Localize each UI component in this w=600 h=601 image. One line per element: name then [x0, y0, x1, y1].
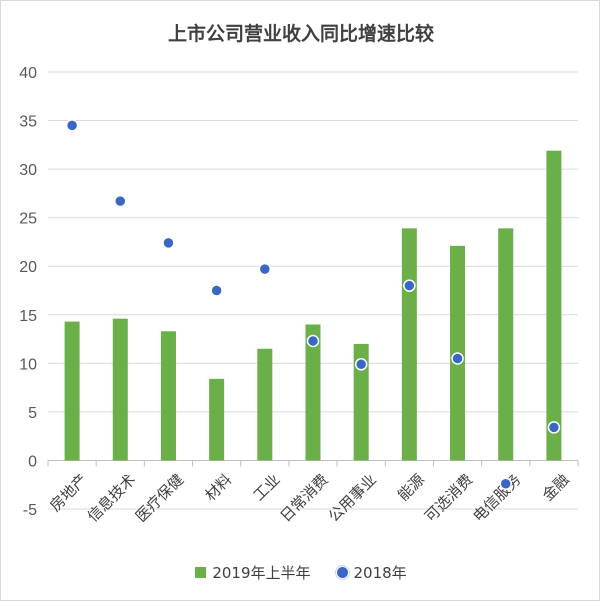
y-tick-label: 20: [19, 259, 37, 276]
x-tick-label: 可选消费: [421, 470, 476, 525]
bar-6: [305, 324, 321, 461]
point-2: [114, 194, 127, 208]
point-5: [258, 262, 272, 276]
legend-item-bar: 2019年上半年: [195, 562, 311, 583]
y-tick-label: 15: [19, 308, 37, 325]
bar-5: [257, 348, 273, 461]
x-tick-label: 电信服务: [469, 470, 524, 525]
x-tick-label: 公用事业: [325, 470, 380, 525]
legend-swatch-bar: [195, 567, 207, 578]
point-7: [354, 358, 368, 371]
bar-8: [401, 228, 417, 461]
point-10: [499, 477, 512, 491]
point-6: [306, 334, 320, 348]
x-tick-label: 金融: [539, 470, 573, 504]
y-tick-label: 40: [19, 65, 37, 82]
x-tick-label: 能源: [394, 470, 428, 504]
legend-label-dot: 2018年: [353, 564, 407, 582]
point-4: [210, 284, 223, 297]
bar-4: [209, 378, 225, 461]
x-tick-label: 日常消费: [277, 470, 332, 525]
x-tick-label: 信息技术: [84, 470, 139, 525]
y-tick-label: 10: [19, 356, 37, 373]
bar-3: [160, 331, 176, 461]
chart-legend: 2019年上半年 2018年: [1, 562, 600, 583]
point-8: [403, 279, 416, 292]
bar-7: [353, 343, 369, 461]
x-tick-label: 房地产: [46, 470, 91, 515]
y-tick-label: 5: [28, 405, 37, 422]
x-tick-label: 材料: [201, 470, 235, 504]
bar-1: [64, 321, 80, 461]
point-1: [65, 119, 79, 132]
legend-label-bar: 2019年上半年: [212, 564, 311, 582]
y-tick-label: 30: [19, 162, 37, 179]
point-9: [451, 352, 464, 365]
x-tick-label: 医疗保健: [132, 470, 187, 525]
chart-title: 上市公司营业收入同比增速比较: [167, 23, 434, 45]
y-tick-label: 0: [28, 453, 37, 470]
point-3: [162, 236, 175, 250]
y-tick-label: -5: [23, 502, 37, 519]
bar-10: [498, 228, 514, 461]
point-11: [547, 421, 561, 434]
legend-item-dot: 2018年: [336, 562, 407, 583]
y-tick-label: 25: [19, 211, 37, 228]
x-tick-label: 工业: [250, 470, 284, 504]
bar-2: [112, 318, 128, 461]
legend-swatch-dot: [336, 567, 348, 578]
y-tick-label: 35: [19, 114, 37, 131]
bar-11: [546, 150, 562, 461]
